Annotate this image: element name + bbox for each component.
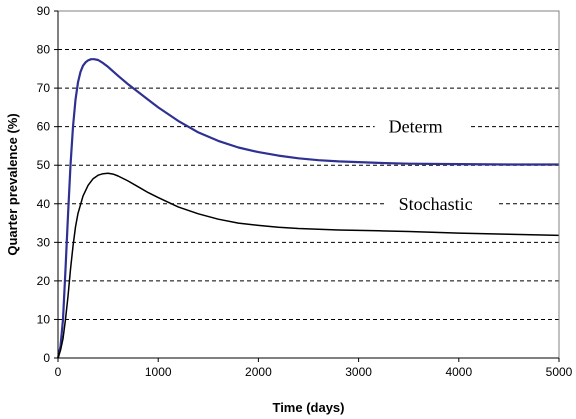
axes: 0 10 20 30 40 50 60 70 80 90 0 1000 2000 3000 4000 5000 (37, 4, 573, 379)
annotation-stochastic: Stochastic (399, 194, 473, 214)
y-tick-label: 10 (37, 312, 51, 326)
x-axis-title: Time (days) (272, 400, 344, 415)
annotation-determ: Determ (389, 117, 443, 137)
y-tick-label: 20 (37, 274, 51, 288)
x-tick-label: 3000 (345, 365, 372, 379)
x-tick-label: 0 (55, 365, 62, 379)
annotation-background (384, 191, 499, 216)
y-tick-label: 30 (37, 235, 51, 249)
y-tick-label: 60 (37, 120, 51, 134)
x-tick-label: 4000 (445, 365, 472, 379)
y-tick-label: 50 (37, 158, 51, 172)
series-annotations: Determ Stochastic (374, 114, 499, 216)
y-tick-label: 0 (43, 351, 50, 365)
x-tick-label: 5000 (546, 365, 573, 379)
y-tick-label: 80 (37, 43, 51, 57)
series-line-determ (56, 58, 559, 359)
annotation-background (374, 114, 469, 139)
y-tick-label: 70 (37, 81, 51, 95)
x-tick-label: 2000 (245, 365, 272, 379)
x-tick-label: 1000 (145, 365, 172, 379)
series-lines (56, 58, 560, 359)
y-tick-label: 40 (37, 197, 51, 211)
y-axis-title: Quarter prevalence (%) (5, 113, 20, 255)
y-tick-label: 90 (37, 4, 51, 18)
series-line-stochastic (57, 172, 560, 359)
